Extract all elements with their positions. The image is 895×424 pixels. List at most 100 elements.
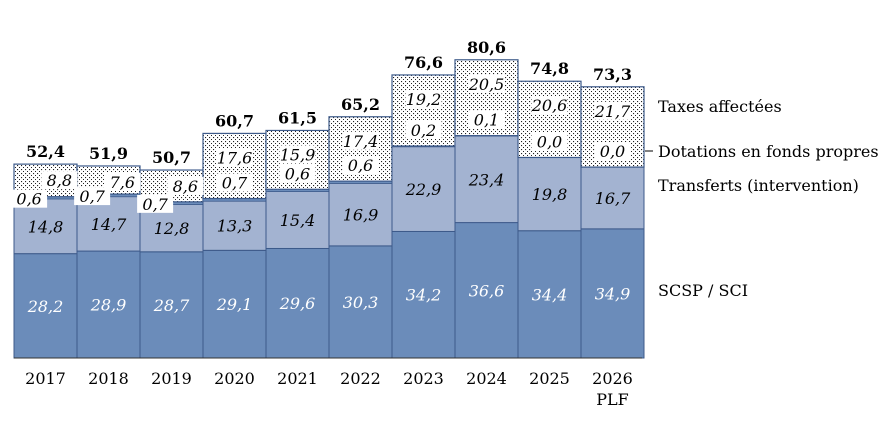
label-box-taxes-9	[594, 101, 631, 120]
label-total-0: 52,4	[26, 142, 65, 161]
label-total-7: 80,6	[467, 38, 506, 57]
label-total-6: 76,6	[404, 53, 443, 72]
label-transferts-8: 19,8	[532, 185, 568, 204]
label-box-dotations-0	[11, 189, 48, 208]
label-taxes-5: 17,4	[343, 132, 379, 151]
x-tick-label-5: 2022	[340, 369, 381, 388]
label-scsp-8: 34,4	[532, 285, 568, 304]
x-axis-ticks: 2017 2018 2019 2020 2021 2022 2023 2024 2025 2026…	[25, 369, 633, 409]
label-taxes-0: 8,8	[47, 171, 72, 190]
label-taxes-9: 21,7	[594, 102, 631, 121]
label-scsp-3: 29,1	[216, 295, 253, 314]
legend-label-transferts: Transferts (intervention)	[658, 176, 859, 195]
label-box-taxes-3	[216, 148, 253, 167]
label-dotations-3: 0,7	[222, 174, 248, 193]
label-scsp-9: 34,9	[595, 284, 631, 303]
label-transferts-9: 16,7	[595, 189, 631, 208]
label-box-dotations-3	[216, 173, 253, 192]
label-taxes-4: 15,9	[280, 145, 316, 164]
label-transferts-4: 15,4	[280, 211, 316, 230]
label-taxes-6: 19,2	[406, 90, 442, 109]
label-box-dotations-8	[531, 132, 568, 151]
x-tick-label-7: 2024	[466, 369, 507, 388]
label-taxes-1: 7,6	[110, 173, 135, 192]
label-box-taxes-0	[41, 171, 78, 190]
label-transferts-1: 14,7	[91, 215, 127, 234]
label-box-taxes-2	[167, 177, 204, 196]
label-scsp-0: 28,2	[27, 297, 64, 316]
label-dotations-6: 0,2	[411, 121, 436, 140]
label-dotations-0: 0,6	[16, 190, 41, 209]
label-total-8: 74,8	[530, 59, 569, 78]
bars-layer	[13, 59, 645, 359]
label-taxes-7: 20,5	[468, 75, 505, 94]
labels-layer: 28,2 14,8 8,8 0,6 52,4 28,9 14,7 7,6 0,7 51,9 28,7…	[11, 38, 632, 316]
bar-scsp-7	[454, 222, 519, 359]
bar-transferts-7	[454, 135, 519, 224]
bar-transferts-8	[517, 156, 582, 232]
bar-scsp-3	[202, 249, 267, 359]
label-taxes-8: 20,6	[531, 96, 568, 115]
x-tick-label-4: 2021	[277, 369, 318, 388]
label-scsp-1: 28,9	[90, 296, 127, 315]
label-total-1: 51,9	[89, 144, 128, 163]
label-box-taxes-1	[104, 172, 141, 191]
label-box-taxes-6	[405, 89, 442, 108]
legend: Taxes affectées Dotations en fonds propr…	[645, 97, 879, 300]
x-tick-label-3: 2020	[214, 369, 255, 388]
label-transferts-5: 16,9	[343, 206, 379, 225]
label-dotations-7: 0,1	[474, 111, 499, 130]
label-total-9: 73,3	[593, 65, 632, 84]
bar-transferts-6	[391, 146, 456, 232]
label-box-taxes-7	[468, 74, 505, 93]
x-tick-label-8: 2025	[529, 369, 570, 388]
label-box-dotations-6	[405, 120, 442, 139]
label-dotations-1: 0,7	[79, 187, 105, 206]
label-scsp-7: 36,6	[469, 281, 505, 300]
x-tick-label-6: 2023	[403, 369, 444, 388]
bar-scsp-8	[517, 230, 582, 359]
label-box-dotations-5	[342, 156, 379, 175]
label-scsp-4: 29,6	[279, 294, 316, 313]
label-box-taxes-4	[279, 145, 316, 164]
label-scsp-2: 28,7	[153, 296, 190, 315]
bar-scsp-4	[265, 247, 330, 359]
label-taxes-2: 8,6	[173, 177, 198, 196]
legend-label-taxes-affectees: Taxes affectées	[658, 97, 782, 116]
label-box-dotations-7	[468, 110, 505, 129]
label-transferts-0: 14,8	[28, 217, 64, 236]
label-box-taxes-8	[531, 96, 568, 115]
bar-transferts-4	[265, 191, 330, 249]
label-transferts-3: 13,3	[217, 217, 253, 236]
label-taxes-3: 17,6	[217, 148, 253, 167]
label-total-5: 65,2	[341, 95, 380, 114]
label-box-dotations-1	[74, 187, 111, 206]
label-scsp-6: 34,2	[406, 286, 442, 305]
label-dotations-5: 0,6	[348, 156, 373, 175]
label-transferts-2: 12,8	[154, 219, 190, 238]
label-total-3: 60,7	[215, 111, 254, 130]
x-tick-label-0: 2017	[25, 369, 66, 388]
label-box-dotations-2	[137, 194, 174, 213]
label-transferts-7: 23,4	[468, 170, 505, 189]
label-transferts-6: 22,9	[405, 180, 442, 199]
label-dotations-8: 0,0	[537, 132, 562, 151]
bar-transferts-0	[13, 198, 78, 255]
label-scsp-5: 30,3	[343, 293, 379, 312]
label-box-dotations-9	[594, 142, 631, 161]
bar-scsp-9	[580, 228, 645, 359]
label-box-dotations-4	[279, 164, 316, 183]
x-tick-label-9-line1: PLF	[596, 390, 629, 409]
x-tick-label-9: 2026	[592, 369, 633, 388]
legend-label-dotations: Dotations en fonds propres	[658, 142, 879, 161]
label-dotations-4: 0,6	[285, 164, 310, 183]
label-dotations-9: 0,0	[600, 142, 625, 161]
bar-transferts-9	[580, 166, 645, 230]
label-total-2: 50,7	[152, 148, 191, 167]
label-box-taxes-5	[342, 131, 379, 150]
x-tick-label-2: 2019	[151, 369, 192, 388]
bar-transferts-5	[328, 182, 393, 247]
x-tick-label-1: 2018	[88, 369, 129, 388]
label-total-4: 61,5	[278, 108, 317, 127]
